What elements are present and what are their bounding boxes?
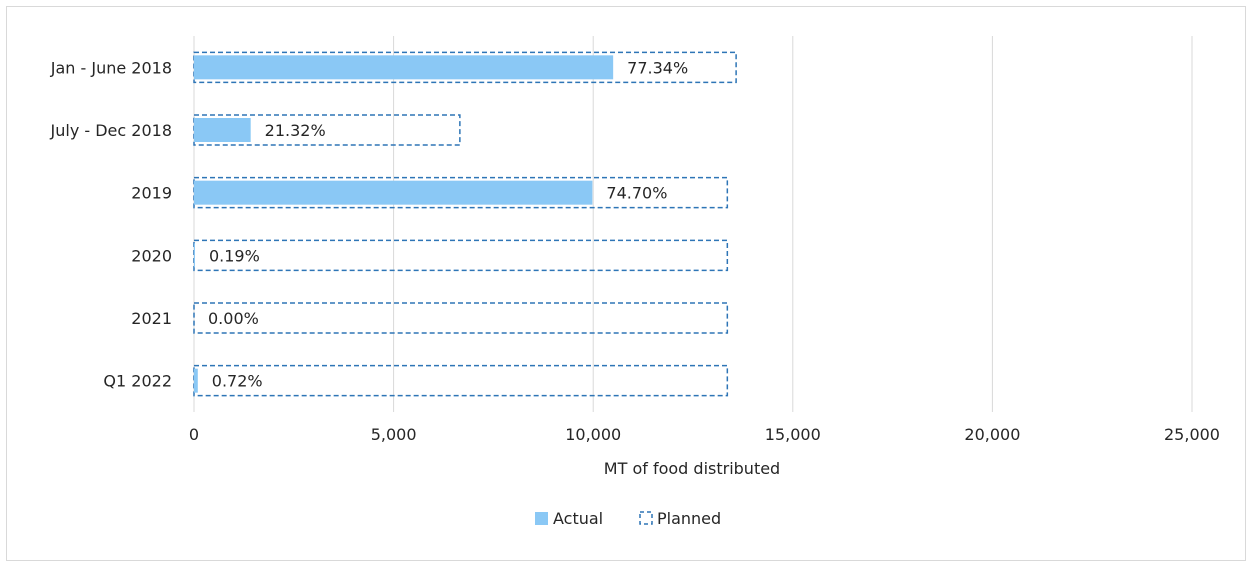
- x-tick-label: 0: [189, 425, 199, 444]
- x-tick-labels: 0 5,000 10,000 15,000 20,000 25,000: [189, 425, 1220, 444]
- bar-planned: [193, 364, 729, 397]
- category-label: Jan - June 2018: [50, 58, 172, 77]
- bars: 77.34% 21.32% 74.70% 0.19% 0.00% 0.72%: [193, 51, 737, 397]
- data-label: 0.72%: [212, 372, 263, 391]
- data-label: 77.34%: [627, 58, 688, 77]
- bar-planned: [193, 239, 729, 272]
- category-label: July - Dec 2018: [50, 121, 172, 140]
- bar-actual: [194, 180, 593, 205]
- x-tick-label: 25,000: [1164, 425, 1220, 444]
- data-label: 0.00%: [208, 309, 259, 328]
- data-label: 74.70%: [606, 184, 667, 203]
- x-tick-label: 5,000: [371, 425, 417, 444]
- chart-frame: [6, 6, 1246, 561]
- x-tick-label: 10,000: [565, 425, 621, 444]
- data-label: 21.32%: [265, 121, 326, 140]
- legend: Actual Planned: [535, 509, 721, 528]
- legend-label-planned: Planned: [657, 509, 721, 528]
- legend-label-actual: Actual: [553, 509, 603, 528]
- x-tick-label: 15,000: [765, 425, 821, 444]
- bar-actual: [194, 368, 198, 393]
- category-label: 2019: [131, 184, 172, 203]
- x-tick-label: 20,000: [964, 425, 1020, 444]
- bar-actual: [194, 55, 614, 80]
- category-label: Q1 2022: [103, 372, 172, 391]
- bar-actual: [194, 243, 195, 268]
- x-axis-title: MT of food distributed: [604, 459, 780, 478]
- category-labels: Jan - June 2018 July - Dec 2018 2019 2020 20…: [50, 58, 172, 390]
- legend-swatch-planned: [639, 511, 653, 525]
- category-label: 2020: [131, 246, 172, 265]
- legend-swatch-actual: [535, 512, 548, 525]
- bar-actual: [194, 118, 251, 142]
- bar-planned: [193, 302, 729, 334]
- gridlines: [193, 36, 1193, 412]
- data-label: 0.19%: [209, 246, 260, 265]
- bar-planned: [193, 176, 729, 209]
- category-label: 2021: [131, 309, 172, 328]
